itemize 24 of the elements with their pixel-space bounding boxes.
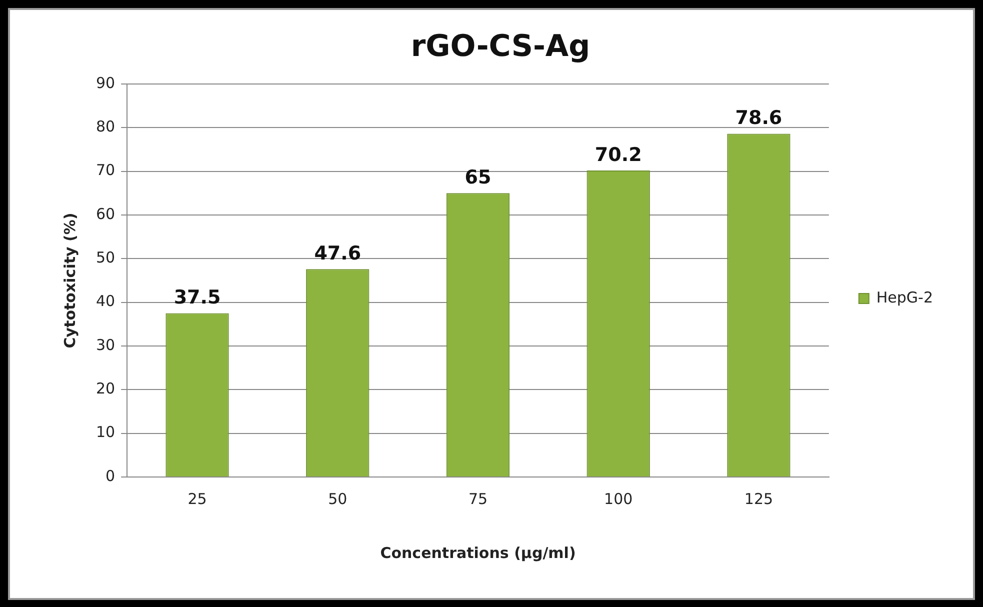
y-tick-label: 30	[96, 336, 116, 354]
y-tick-label: 40	[96, 292, 116, 310]
data-label: 37.5	[174, 286, 221, 309]
y-tick-label: 20	[96, 380, 116, 398]
data-label: 70.2	[594, 144, 642, 166]
x-tick-label: 125	[744, 490, 774, 508]
data-label: 47.6	[314, 242, 362, 265]
x-tick-label: 100	[604, 490, 633, 508]
y-tick-label: 60	[96, 204, 116, 223]
y-tick-label: 90	[96, 74, 116, 92]
y-tick-label: 50	[96, 248, 116, 267]
chart-title: rGO-CS-Ag	[410, 28, 590, 64]
y-tick-label: 10	[96, 423, 116, 442]
y-axis-title: Cytotoxicity (%)	[60, 212, 79, 348]
legend-label: HepG-2	[876, 288, 933, 306]
y-tick-label: 80	[96, 118, 116, 136]
x-axis-title: Concentrations (µg/ml)	[380, 544, 576, 562]
data-label: 78.6	[735, 107, 782, 130]
x-tick-label: 25	[188, 490, 207, 508]
data-label: 65	[464, 166, 492, 189]
x-tick-label: 50	[328, 490, 348, 508]
x-tick-label: 75	[468, 490, 488, 508]
y-tick-label: 0	[106, 466, 116, 485]
y-tick-label: 70	[96, 161, 116, 180]
